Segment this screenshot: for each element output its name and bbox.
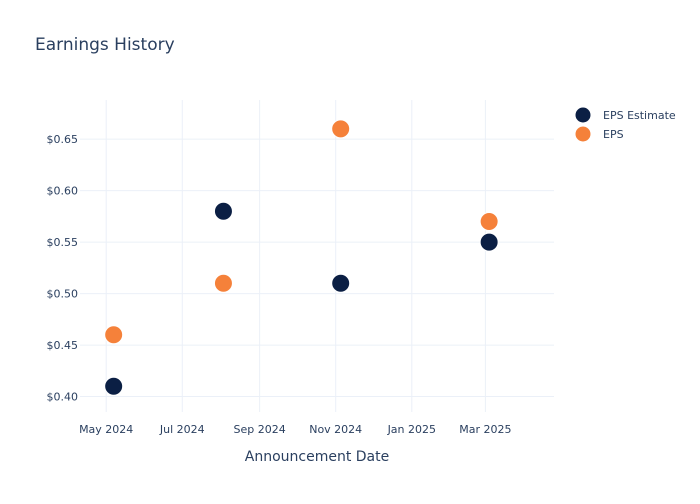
y-tick-label: $0.60 [47, 185, 79, 198]
x-tick-label: Sep 2024 [234, 423, 286, 436]
y-tick-label: $0.50 [47, 288, 79, 301]
x-axis-tick-labels: May 2024 Jul 2024 Sep 2024 Nov 2024 Jan 2025… [79, 423, 511, 436]
grid-lines [80, 100, 554, 412]
legend-label: EPS Estimate [603, 109, 676, 122]
y-axis-tick-labels: $0.40 $0.45 $0.50 $0.55 $0.60 $0.65 [47, 133, 79, 403]
legend-marker [574, 106, 592, 124]
chart-title: Earnings History [35, 35, 175, 55]
x-tick-label: Mar 2025 [459, 423, 511, 436]
eps-estimate-point[interactable] [104, 376, 124, 396]
eps-point[interactable] [479, 212, 499, 232]
eps-point[interactable] [104, 325, 124, 345]
eps-estimate-point[interactable] [479, 232, 499, 252]
y-tick-label: $0.55 [47, 236, 79, 249]
eps-estimate-point[interactable] [213, 201, 233, 221]
legend-label: EPS [603, 128, 624, 141]
data-points [104, 119, 499, 396]
x-axis-title: Announcement Date [245, 449, 389, 465]
eps-point[interactable] [213, 273, 233, 293]
y-tick-label: $0.45 [47, 339, 79, 352]
y-tick-label: $0.65 [47, 133, 79, 146]
x-tick-label: Nov 2024 [309, 423, 362, 436]
eps-point[interactable] [331, 119, 351, 139]
x-tick-label: May 2024 [79, 423, 133, 436]
x-tick-label: Jan 2025 [387, 423, 436, 436]
x-tick-label: Jul 2024 [159, 423, 205, 436]
eps-estimate-point[interactable] [331, 273, 351, 293]
legend: EPS Estimate EPS [574, 106, 676, 143]
legend-marker [574, 125, 592, 143]
y-tick-label: $0.40 [47, 391, 79, 404]
